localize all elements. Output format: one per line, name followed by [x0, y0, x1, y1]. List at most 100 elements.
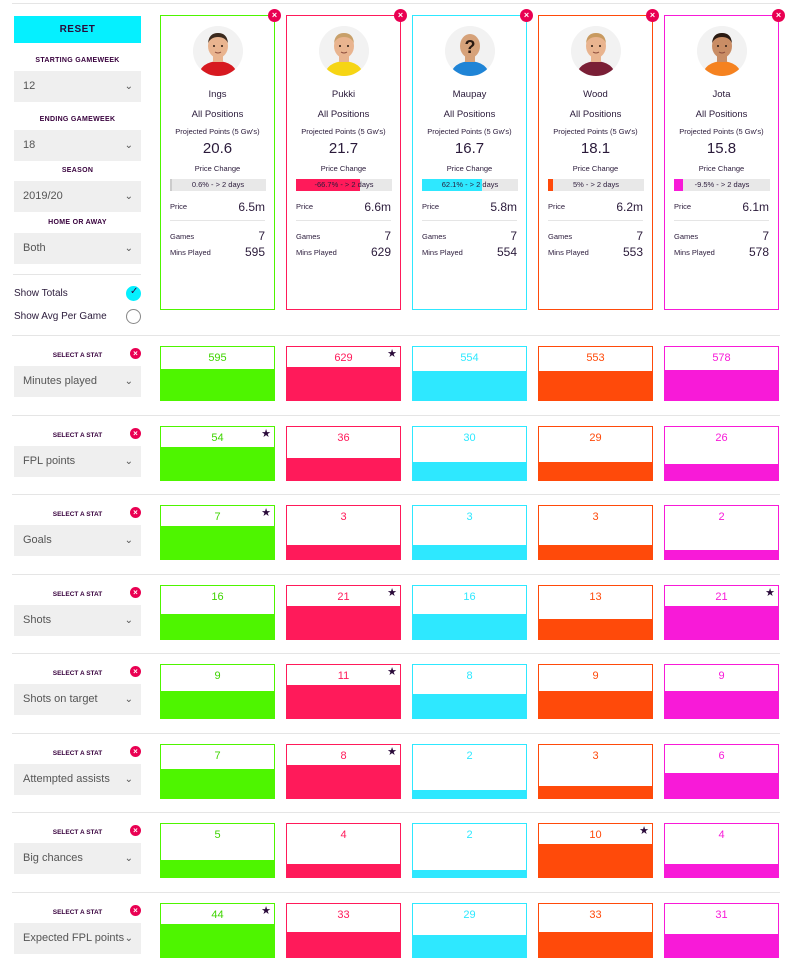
games-value: 7 [384, 229, 391, 243]
stat-bar-fill [161, 924, 274, 957]
stat-value: 31 [715, 909, 728, 921]
remove-player-icon[interactable]: × [772, 9, 785, 22]
player-position: All Positions [317, 109, 370, 120]
stat-select[interactable]: Goals ⌄ [14, 525, 141, 556]
remove-player-icon[interactable]: × [268, 9, 281, 22]
stat-value-box: 29 [412, 903, 527, 958]
player-card: × Pukki All Positions Projected Points (5 G… [286, 9, 407, 310]
price-change-bar: 5% - > 2 days [548, 179, 644, 191]
stat-bar-fill [539, 786, 652, 798]
price-change-label: Price Change [320, 164, 367, 173]
row-divider [12, 335, 780, 336]
price-change-text: -66.7% - > 2 days [314, 180, 374, 189]
reset-button[interactable]: RESET [14, 16, 141, 43]
show-avg-label: Show Avg Per Game [14, 311, 107, 322]
projected-points-label: Projected Points (5 Gw's) [679, 127, 764, 136]
remove-stat-icon[interactable]: × [130, 825, 141, 836]
remove-player-icon[interactable]: × [394, 9, 407, 22]
stat-select[interactable]: FPL points ⌄ [14, 446, 141, 477]
player-name: Jota [712, 89, 731, 100]
best-star-icon: ★ [639, 825, 649, 837]
chevron-down-icon: ⌄ [124, 81, 133, 92]
best-star-icon: ★ [387, 666, 397, 678]
player-name: Wood [583, 89, 608, 100]
stat-select-value: FPL points [23, 455, 76, 467]
stat-bar-fill [161, 526, 274, 559]
games-value: 7 [762, 229, 769, 243]
stat-select[interactable]: Minutes played ⌄ [14, 366, 141, 397]
stat-value: 44 [211, 909, 224, 921]
card-divider [170, 220, 265, 221]
show-avg-radio[interactable] [126, 309, 141, 324]
stat-bar-fill [161, 447, 274, 480]
stat-value-box: 629 ★ [286, 346, 401, 401]
stat-select-value: Expected FPL points [23, 932, 125, 944]
stat-value: 578 [712, 352, 731, 364]
stat-value: 26 [715, 432, 728, 444]
stat-bar-fill [665, 773, 778, 798]
remove-player-icon[interactable]: × [520, 9, 533, 22]
stat-bar-fill [665, 864, 778, 877]
stat-value: 3 [340, 511, 347, 523]
season-select[interactable]: 2019/20 ⌄ [14, 181, 141, 212]
remove-stat-icon[interactable]: × [130, 428, 141, 439]
home-away-select[interactable]: Both ⌄ [14, 233, 141, 264]
stat-select-value: Big chances [23, 852, 83, 864]
stat-select-value: Minutes played [23, 375, 97, 387]
stat-bar-fill [665, 464, 778, 480]
remove-stat-icon[interactable]: × [130, 746, 141, 757]
games-value: 7 [636, 229, 643, 243]
games-label: Games [170, 232, 195, 241]
stat-bar-fill [161, 769, 274, 798]
row-divider [12, 812, 780, 813]
remove-stat-icon[interactable]: × [130, 348, 141, 359]
stat-select[interactable]: Attempted assists ⌄ [14, 764, 141, 795]
stat-select[interactable]: Expected FPL points ⌄ [14, 923, 141, 954]
stat-select[interactable]: Shots on target ⌄ [14, 684, 141, 715]
show-totals-option[interactable]: Show Totals [14, 286, 141, 302]
chevron-down-icon: ⌄ [124, 535, 133, 546]
stat-bar-fill [413, 614, 526, 639]
ending-gameweek-value: 18 [23, 139, 36, 151]
stat-value: 10 [589, 829, 602, 841]
show-totals-radio[interactable] [126, 286, 141, 301]
show-avg-option[interactable]: Show Avg Per Game [14, 309, 141, 325]
season-label: SEASON [61, 167, 94, 174]
stat-value-box: 8 ★ [286, 744, 401, 799]
stat-bar-fill [665, 606, 778, 639]
stat-value: 6 [718, 750, 725, 762]
stat-value: 36 [337, 432, 350, 444]
starting-gameweek-select[interactable]: 12 ⌄ [14, 71, 141, 102]
price-change-label: Price Change [446, 164, 493, 173]
remove-player-icon[interactable]: × [646, 9, 659, 22]
stat-value-box: 21 ★ [664, 585, 779, 640]
stat-select-value: Shots [23, 614, 52, 626]
stat-bar-fill [539, 462, 652, 480]
stat-value-box: 54 ★ [160, 426, 275, 481]
stat-bar-fill [287, 545, 400, 559]
stat-value: 13 [589, 591, 602, 603]
stat-bar-fill [539, 691, 652, 718]
best-star-icon: ★ [387, 348, 397, 360]
remove-stat-icon[interactable]: × [130, 507, 141, 518]
remove-stat-icon[interactable]: × [130, 666, 141, 677]
stat-select-value: Goals [23, 534, 52, 546]
player-position: All Positions [191, 109, 244, 120]
starting-gameweek-value: 12 [23, 80, 36, 92]
stat-value: 29 [463, 909, 476, 921]
ending-gameweek-select[interactable]: 18 ⌄ [14, 130, 141, 161]
stat-bar-fill [539, 844, 652, 877]
stat-select[interactable]: Big chances ⌄ [14, 843, 141, 874]
player-avatar [697, 26, 747, 76]
row-divider [12, 733, 780, 734]
price-change-fill [170, 179, 172, 191]
chevron-down-icon: ⌄ [124, 191, 133, 202]
price-change-label: Price Change [572, 164, 619, 173]
stat-value: 9 [214, 670, 221, 682]
remove-stat-icon[interactable]: × [130, 905, 141, 916]
price-label: Price [422, 202, 440, 211]
remove-stat-icon[interactable]: × [130, 587, 141, 598]
player-name: Ings [208, 89, 227, 100]
player-position: All Positions [443, 109, 496, 120]
stat-select[interactable]: Shots ⌄ [14, 605, 141, 636]
